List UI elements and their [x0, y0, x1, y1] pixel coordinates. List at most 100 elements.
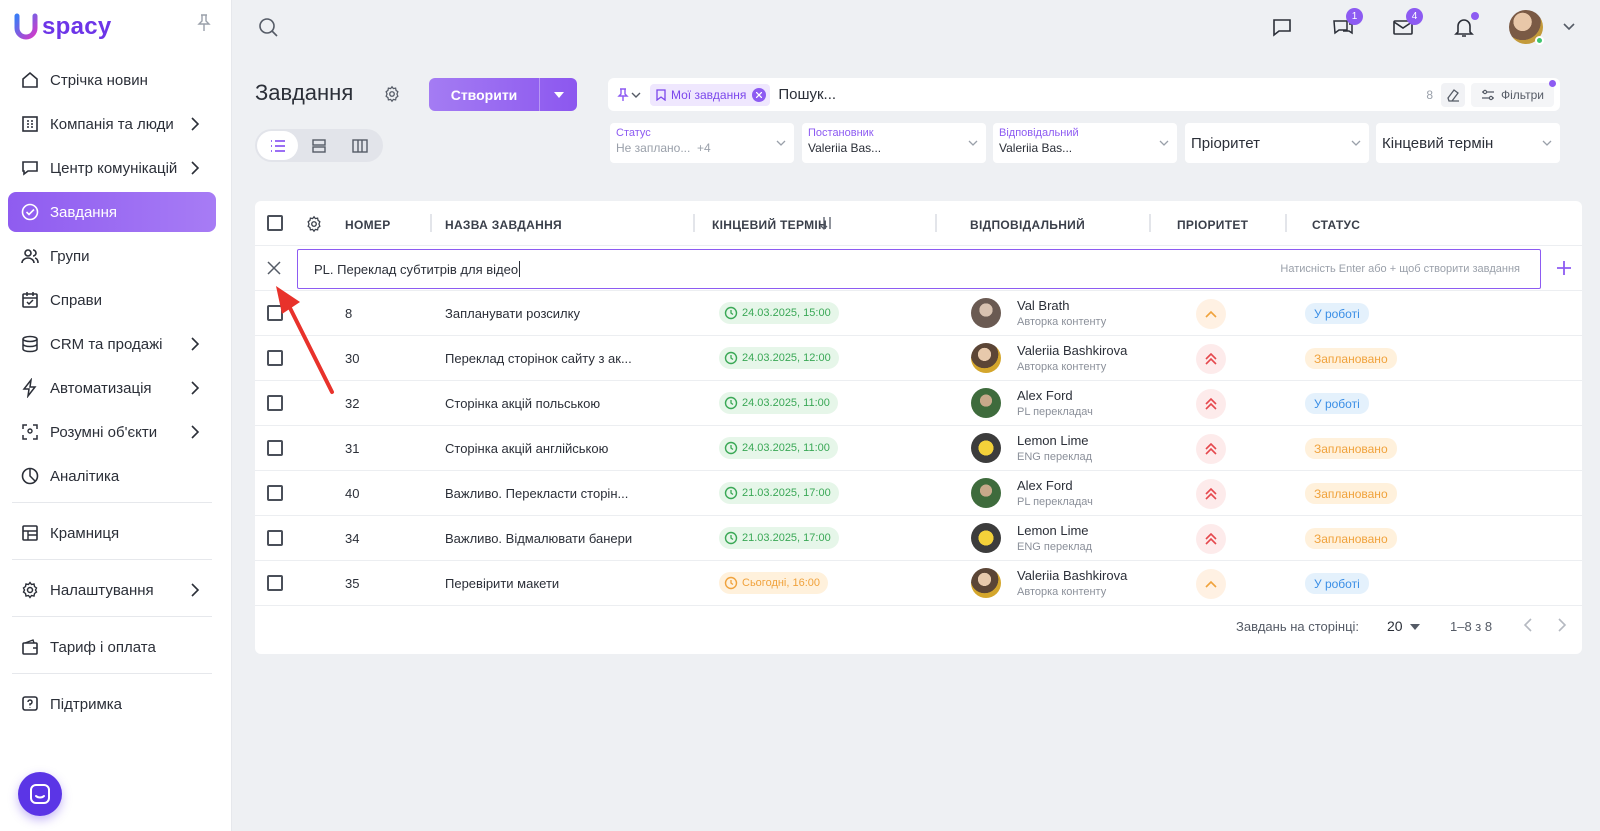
kanban-view-button[interactable]	[340, 131, 381, 160]
logo[interactable]: spacy	[14, 10, 112, 44]
gear-icon[interactable]	[305, 215, 323, 233]
priority-filter[interactable]: Пріоритет	[1185, 123, 1369, 163]
close-icon[interactable]	[267, 261, 281, 275]
sidebar-item-settings[interactable]: Налаштування	[8, 570, 216, 610]
column-header-deadline[interactable]: КІНЦЕВИЙ ТЕРМІН	[712, 218, 828, 232]
table-row[interactable]: 30 Переклад сторінок сайту з ак... 24.03…	[255, 336, 1582, 381]
pin-icon	[617, 87, 629, 101]
table-row[interactable]: 40 Важливо. Перекласти сторін... 21.03.2…	[255, 471, 1582, 516]
assignee-filter[interactable]: Відповідальний Valeriia Bas...	[993, 123, 1177, 163]
table-row[interactable]: 34 Важливо. Відмалювати банери 21.03.202…	[255, 516, 1582, 561]
sidebar-item-news[interactable]: Стрічка новин	[8, 60, 216, 100]
sidebar-item-analytics[interactable]: Аналітика	[8, 456, 216, 496]
task-name[interactable]: Важливо. Перекласти сторін...	[445, 486, 629, 501]
creator-filter[interactable]: Постановник Valeriia Bas...	[802, 123, 986, 163]
table-row[interactable]: 35 Перевірити макети Сьогодні, 16:00 Val…	[255, 561, 1582, 606]
column-header-name[interactable]: НАЗВА ЗАВДАННЯ	[445, 218, 562, 232]
card-view-button[interactable]	[298, 131, 339, 160]
page-range: 1–8 з 8	[1450, 619, 1493, 634]
pin-icon[interactable]	[196, 14, 212, 32]
status-badge[interactable]: У роботі	[1305, 393, 1369, 414]
assignee-name[interactable]: Lemon Lime	[1017, 433, 1089, 448]
column-header-status[interactable]: СТАТУС	[1312, 218, 1361, 232]
user-avatar[interactable]	[1509, 10, 1544, 45]
search-icon[interactable]	[257, 16, 279, 38]
table-row[interactable]: 32 Сторінка акцій польською 24.03.2025, …	[255, 381, 1582, 426]
select-all-checkbox[interactable]	[267, 215, 283, 231]
column-header-priority[interactable]: ПРІОРИТЕТ	[1177, 218, 1249, 232]
assignee-name[interactable]: Val Brath	[1017, 298, 1070, 313]
row-checkbox[interactable]	[267, 440, 283, 456]
chip-remove-button[interactable]	[752, 87, 767, 102]
group-chat-button[interactable]: 1	[1331, 8, 1363, 39]
mail-button[interactable]: 4	[1391, 8, 1423, 39]
table-row[interactable]: 8 Запланувати розсилку 24.03.2025, 15:00…	[255, 291, 1582, 336]
assignee-name[interactable]: Valeriia Bashkirova	[1017, 343, 1128, 358]
sort-desc-icon[interactable]	[820, 215, 834, 231]
sidebar-item-tasks[interactable]: Завдання	[8, 192, 216, 232]
filters-button[interactable]: Фільтри	[1471, 79, 1556, 107]
assignee-name[interactable]: Lemon Lime	[1017, 523, 1089, 538]
filter-chip-my-tasks[interactable]: Мої завдання	[650, 83, 771, 106]
new-task-input[interactable]: PL. Переклад субтитрів для відео Натисні…	[297, 249, 1541, 289]
gear-icon[interactable]	[383, 85, 401, 103]
status-badge[interactable]: Заплановано	[1305, 348, 1397, 369]
row-checkbox[interactable]	[267, 395, 283, 411]
chat-widget-button[interactable]	[18, 772, 62, 816]
search-input[interactable]: Пошук...	[778, 86, 837, 103]
row-checkbox[interactable]	[267, 350, 283, 366]
store-icon	[20, 523, 40, 543]
clear-filters-button[interactable]	[1441, 82, 1466, 107]
row-checkbox[interactable]	[267, 530, 283, 546]
column-resizer[interactable]	[935, 214, 937, 232]
sidebar-item-communications[interactable]: Центр комунікацій	[8, 148, 216, 188]
row-checkbox[interactable]	[267, 485, 283, 501]
sidebar-item-billing[interactable]: Тариф і оплата	[8, 627, 216, 667]
notifications-button[interactable]	[1452, 12, 1479, 39]
column-resizer[interactable]	[1285, 214, 1287, 232]
column-resizer[interactable]	[430, 214, 432, 232]
column-resizer[interactable]	[1149, 214, 1151, 232]
sidebar-item-groups[interactable]: Групи	[8, 236, 216, 276]
caret-down-icon[interactable]	[1410, 623, 1420, 631]
status-badge[interactable]: У роботі	[1305, 573, 1369, 594]
assignee-name[interactable]: Alex Ford	[1017, 388, 1073, 403]
per-page-select[interactable]: 20	[1387, 618, 1403, 634]
task-name[interactable]: Сторінка акцій польською	[445, 396, 601, 411]
task-name[interactable]: Запланувати розсилку	[445, 306, 580, 321]
task-name[interactable]: Сторінка акцій англійською	[445, 441, 609, 456]
status-badge[interactable]: У роботі	[1305, 303, 1369, 324]
row-checkbox[interactable]	[267, 575, 283, 591]
plus-icon[interactable]	[1556, 260, 1572, 276]
deadline-filter[interactable]: Кінцевий термін	[1376, 123, 1560, 163]
status-badge[interactable]: Заплановано	[1305, 438, 1397, 459]
assignee-name[interactable]: Valeriia Bashkirova	[1017, 568, 1128, 583]
list-view-button[interactable]	[257, 131, 299, 160]
chevron-down-icon[interactable]	[1563, 20, 1575, 32]
sidebar-item-crm[interactable]: CRM та продажі	[8, 324, 216, 364]
sidebar-item-affairs[interactable]: Справи	[8, 280, 216, 320]
sidebar-item-support[interactable]: Підтримка	[8, 684, 216, 724]
saved-filters-dropdown[interactable]	[608, 87, 650, 102]
chevron-left-icon[interactable]	[1521, 617, 1535, 633]
create-dropdown[interactable]	[540, 91, 577, 98]
task-name[interactable]: Переклад сторінок сайту з ак...	[445, 351, 632, 366]
column-header-number[interactable]: НОМЕР	[345, 218, 391, 232]
chevron-right-icon[interactable]	[1555, 617, 1569, 633]
column-header-assignee[interactable]: ВІДПОВІДАЛЬНИЙ	[970, 218, 1086, 232]
message-icon[interactable]	[1270, 15, 1294, 39]
status-badge[interactable]: Заплановано	[1305, 528, 1397, 549]
task-search-bar[interactable]: Мої завдання Пошук... 8 Фільтри	[608, 78, 1560, 111]
task-name[interactable]: Перевірити макети	[445, 576, 560, 591]
table-row[interactable]: 31 Сторінка акцій англійською 24.03.2025…	[255, 426, 1582, 471]
sidebar-item-company[interactable]: Компанія та люди	[8, 104, 216, 144]
task-name[interactable]: Важливо. Відмалювати банери	[445, 531, 633, 546]
column-resizer[interactable]	[693, 214, 695, 232]
create-button[interactable]: Створити	[429, 78, 577, 111]
status-badge[interactable]: Заплановано	[1305, 483, 1397, 504]
sidebar-item-smart-objects[interactable]: Розумні об'єкти	[8, 412, 216, 452]
status-filter[interactable]: Статус Не заплано... +4	[610, 123, 794, 163]
sidebar-item-automation[interactable]: Автоматизація	[8, 368, 216, 408]
sidebar-item-store[interactable]: Крамниця	[8, 513, 216, 553]
assignee-name[interactable]: Alex Ford	[1017, 478, 1073, 493]
